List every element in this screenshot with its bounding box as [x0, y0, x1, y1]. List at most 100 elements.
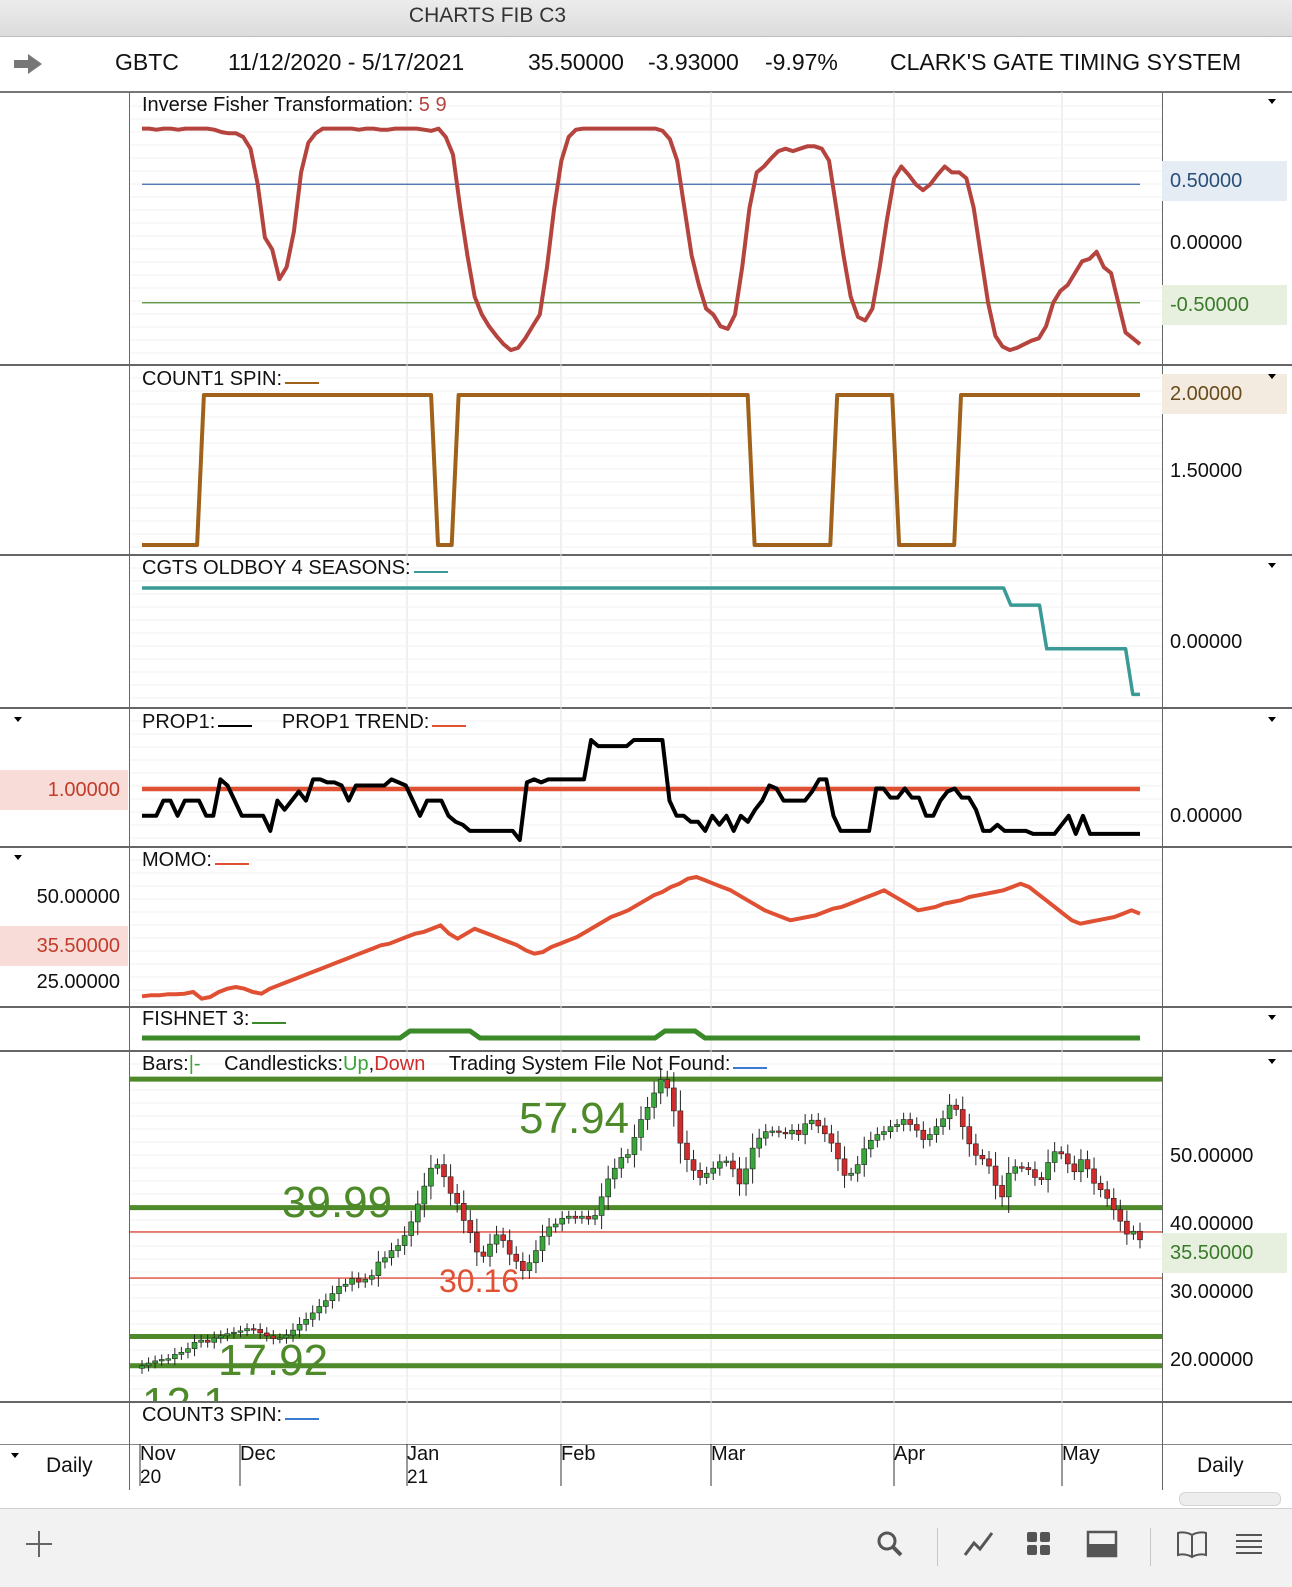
candle-body: [290, 1329, 296, 1336]
panel-divider[interactable]: [0, 846, 1292, 848]
candle-body: [618, 1157, 625, 1169]
bars-label: Bars:: [142, 1053, 189, 1075]
toolbar-separator: [1150, 1528, 1151, 1566]
panel-menu-icon[interactable]: [14, 855, 22, 860]
candle-body: [447, 1176, 454, 1194]
candle-body: [743, 1168, 749, 1185]
search-icon[interactable]: [875, 1529, 905, 1559]
candle-body: [887, 1126, 894, 1132]
chart-line-icon[interactable]: [962, 1529, 996, 1559]
candle-body: [946, 1104, 953, 1120]
header-date-range: 11/12/2020 - 5/17/2021: [228, 49, 465, 75]
panel-divider[interactable]: [0, 1006, 1292, 1008]
oldboy-label: CGTS OLDBOY 4 SEASONS:: [142, 557, 448, 580]
candle-body: [493, 1234, 500, 1245]
panel-divider[interactable]: [0, 707, 1292, 709]
panel-menu-icon[interactable]: [1268, 1059, 1276, 1064]
panel-menu-icon[interactable]: [14, 717, 22, 722]
candle-body: [605, 1178, 611, 1198]
ift-params: 5 9: [418, 94, 447, 116]
oldboy-legend-swatch: [413, 571, 448, 573]
x-month-label: May: [1062, 1443, 1100, 1465]
book-icon[interactable]: [1175, 1529, 1209, 1559]
menu-icon[interactable]: [1233, 1529, 1265, 1559]
candle-body: [428, 1167, 434, 1187]
candle-body: [565, 1215, 572, 1219]
fishnet-label: FISHNET 3:: [142, 1008, 287, 1031]
panel-divider[interactable]: [0, 1050, 1292, 1052]
price-level-label: 30.16: [439, 1263, 519, 1299]
candle-body: [1137, 1230, 1143, 1241]
candle-body: [881, 1131, 887, 1135]
candle-body: [342, 1283, 349, 1287]
candle-body: [959, 1109, 966, 1127]
x-month-label: Jan: [407, 1443, 440, 1465]
candle-body: [1019, 1166, 1025, 1169]
candle-body: [480, 1251, 487, 1257]
ift-label: Inverse Fisher Transformation: 5 9: [142, 94, 447, 117]
horizontal-scrollbar[interactable]: [1179, 1492, 1281, 1506]
candle-body: [506, 1240, 513, 1255]
candles-label: Candlesticks:: [224, 1053, 344, 1075]
oldboy-tick: 0.00000: [1170, 631, 1243, 653]
panel-divider[interactable]: [0, 554, 1292, 556]
ift-series-line: [142, 126, 1142, 353]
panel-menu-icon[interactable]: [1268, 563, 1276, 568]
panel-menu-icon[interactable]: [1268, 717, 1276, 722]
candle-body: [421, 1185, 428, 1205]
candle-body: [1104, 1189, 1110, 1199]
header-change: -3.93000: [648, 49, 739, 75]
x-year-label: 20: [140, 1467, 162, 1488]
price-tick: 30.00000: [1170, 1281, 1254, 1303]
grid-icon[interactable]: [1024, 1529, 1054, 1559]
panel-menu-icon[interactable]: [1268, 1015, 1276, 1020]
count1-label-text: COUNT1 SPIN:: [142, 368, 283, 390]
candle-body: [703, 1172, 710, 1178]
price-level-label: 57.94: [519, 1094, 629, 1143]
candle-body: [1117, 1209, 1124, 1222]
fishnet-legend-swatch: [252, 1022, 287, 1024]
count3-label-text: COUNT3 SPIN:: [142, 1404, 283, 1426]
candle-body: [520, 1261, 526, 1271]
candle-body: [789, 1129, 795, 1135]
panel-divider[interactable]: [0, 1401, 1292, 1403]
candle-body: [874, 1134, 881, 1141]
prop1-label-text: PROP1:: [142, 711, 216, 733]
panel-layout-icon[interactable]: [1086, 1529, 1118, 1559]
period-left[interactable]: Daily: [46, 1454, 93, 1477]
x-year-label: 21: [407, 1467, 429, 1488]
candle-body: [250, 1328, 257, 1331]
x-month-label: Dec: [240, 1443, 276, 1465]
candle-body: [664, 1079, 671, 1089]
candle-body: [395, 1245, 401, 1251]
candle-body: [401, 1235, 408, 1246]
candle-body: [552, 1223, 559, 1228]
candle-body: [671, 1087, 677, 1112]
period-menu-icon[interactable]: [11, 1453, 19, 1458]
price-tick: 20.00000: [1170, 1349, 1254, 1371]
candle-body: [835, 1142, 841, 1160]
candle-body: [572, 1215, 579, 1219]
candle-body: [270, 1335, 277, 1339]
candle-body: [749, 1147, 756, 1170]
candle-body: [388, 1250, 395, 1259]
panel-menu-icon[interactable]: [1268, 99, 1276, 104]
candle-body: [808, 1119, 815, 1125]
candle-body: [927, 1134, 933, 1140]
candle-body: [979, 1155, 986, 1160]
candle-body: [920, 1129, 927, 1140]
candle-body: [244, 1328, 250, 1332]
forward-arrow-icon[interactable]: [12, 51, 46, 77]
candle-body: [625, 1154, 631, 1158]
count1-label: COUNT1 SPIN:: [142, 368, 320, 391]
period-right[interactable]: Daily: [1197, 1454, 1244, 1477]
candle-body: [1091, 1168, 1097, 1184]
add-icon[interactable]: [24, 1529, 54, 1559]
candle-body: [1110, 1197, 1117, 1211]
candle-body: [631, 1137, 638, 1155]
candle-body: [651, 1092, 657, 1108]
panel-menu-icon[interactable]: [1268, 374, 1276, 379]
candle-body: [231, 1331, 237, 1335]
panel-divider[interactable]: [0, 364, 1292, 366]
